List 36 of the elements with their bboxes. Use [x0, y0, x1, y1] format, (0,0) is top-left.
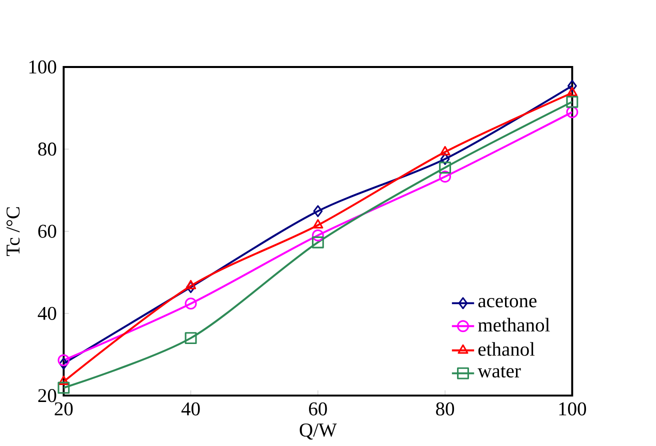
x-tick-label: 60 [309, 402, 327, 416]
y-tick-label: 40 [38, 306, 56, 320]
point [58, 376, 69, 385]
point [58, 354, 70, 366]
point [312, 236, 324, 248]
point [566, 96, 578, 108]
point [186, 280, 196, 290]
x-tick-label: 80 [436, 402, 454, 416]
point [184, 332, 197, 344]
point [440, 146, 450, 156]
point [58, 382, 70, 394]
point [439, 170, 452, 183]
point [184, 298, 197, 310]
legend-label: acetone [478, 296, 536, 308]
legend-label: methanol [478, 318, 550, 332]
point [566, 106, 578, 118]
point [313, 205, 323, 218]
x-tick-label: 20 [54, 402, 73, 416]
point [186, 281, 196, 294]
y-tick-label: 100 [29, 60, 56, 74]
y-tick-label: 80 [38, 142, 56, 156]
x-tick-label: 40 [181, 402, 200, 416]
x-tick-label: 100 [559, 402, 586, 416]
point [312, 229, 324, 242]
point [440, 152, 450, 165]
point [568, 80, 577, 92]
point [312, 219, 324, 228]
y-tick-label: 60 [38, 224, 56, 238]
x-axis-title: Q/W [300, 424, 337, 440]
point [566, 86, 578, 96]
legend-label: water [478, 366, 521, 378]
legend-label: ethanol [478, 342, 535, 356]
y-axis-title: Tc /°C [6, 207, 20, 256]
point [58, 358, 68, 370]
point [439, 162, 452, 174]
y-tick-label: 20 [38, 388, 56, 402]
